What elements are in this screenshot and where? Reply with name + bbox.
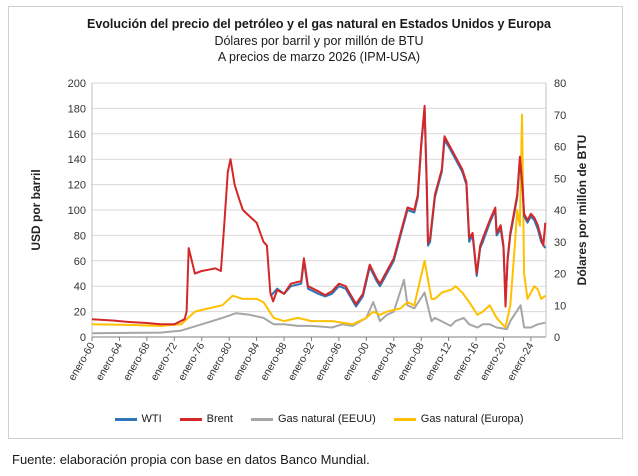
y-tick-label-100: 100 <box>68 205 86 217</box>
y-tick-label-40: 40 <box>74 281 86 293</box>
y2-tick-label-70: 70 <box>554 110 566 122</box>
legend-label-wti: WTI <box>141 413 162 425</box>
y-tick-label-120: 120 <box>68 180 86 192</box>
chart-legend: WTI Brent Gas natural (EEUU) Gas natural… <box>0 413 638 425</box>
y2-tick-label-60: 60 <box>554 142 566 154</box>
y-tick-label-160: 160 <box>68 129 86 141</box>
y-tick-label-180: 180 <box>68 103 86 115</box>
legend-item-gas-eu: Gas natural (Europa) <box>393 413 524 425</box>
y2-tick-label-40: 40 <box>554 205 566 217</box>
y-axis-title: USD por barril <box>29 169 43 250</box>
legend-label-gas-us: Gas natural (EEUU) <box>277 413 376 425</box>
legend-item-brent: Brent <box>179 413 233 425</box>
y2-tick-label-30: 30 <box>554 237 566 249</box>
legend-swatch-brent <box>179 417 202 421</box>
y-tick-label-0: 0 <box>80 332 86 344</box>
chart-subtitle-units: Dólares por barril y por millón de BTU <box>214 34 424 48</box>
series-line-gas-natural-eeuu- <box>91 278 546 335</box>
source-note: Fuente: elaboración propia con base en d… <box>12 452 370 467</box>
legend-label-brent: Brent <box>206 413 233 425</box>
legend-swatch-gas-us <box>250 417 273 421</box>
y2-tick-label-80: 80 <box>554 78 566 90</box>
series-line-gas-natural-europa- <box>91 113 546 329</box>
y-tick-label-60: 60 <box>74 256 86 268</box>
y-tick-label-200: 200 <box>68 78 86 90</box>
x-tick-label-enero-24: enero-24 <box>505 340 536 383</box>
chart-subtitle-prices: A precios de marzo 2026 (IPM-USA) <box>217 50 421 64</box>
legend-item-wti: WTI <box>114 413 162 425</box>
y2-tick-label-10: 10 <box>554 300 566 312</box>
y2-tick-label-50: 50 <box>554 173 566 185</box>
series-line-brent <box>91 104 547 326</box>
y-tick-label-20: 20 <box>74 307 86 319</box>
y2-axis-title: Dólares por millón de BTU <box>575 135 589 286</box>
y-tick-label-80: 80 <box>74 230 86 242</box>
legend-swatch-gas-eu <box>393 417 416 421</box>
legend-swatch-wti <box>114 417 137 421</box>
legend-item-gas-us: Gas natural (EEUU) <box>250 413 376 425</box>
y2-tick-label-0: 0 <box>554 332 560 344</box>
legend-label-gas-eu: Gas natural (Europa) <box>420 413 524 425</box>
y-tick-label-140: 140 <box>68 154 86 166</box>
chart-title: Evolución del precio del petróleo y el g… <box>87 17 551 31</box>
y2-tick-label-20: 20 <box>554 269 566 281</box>
